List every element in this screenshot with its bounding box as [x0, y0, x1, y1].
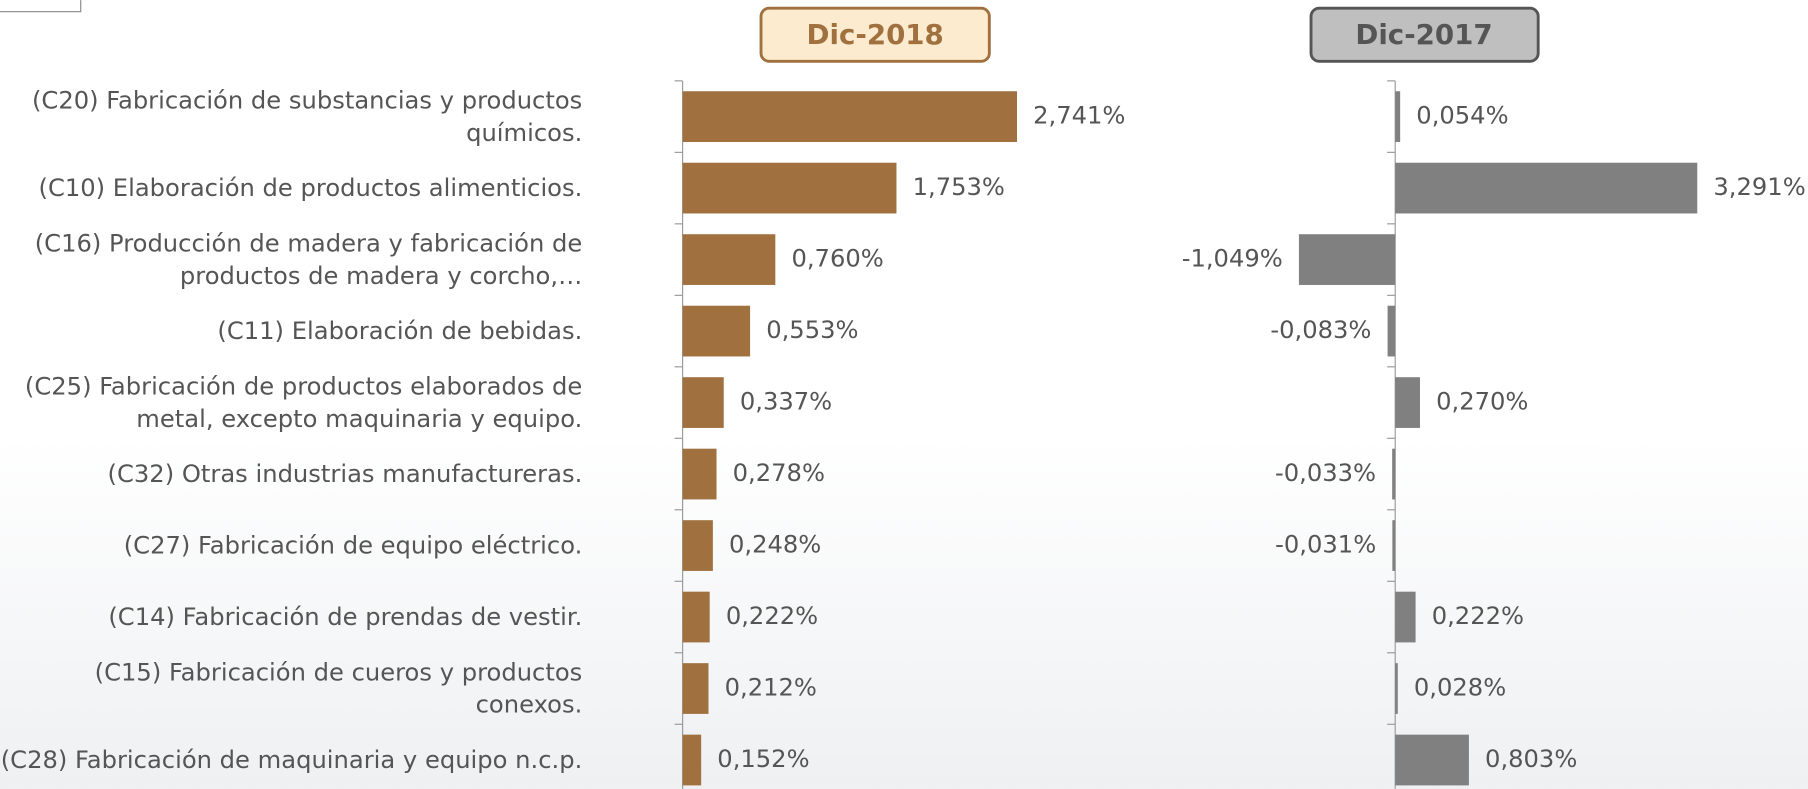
- category-label-box: (C14) Fabricación de prendas de vestir.: [108, 603, 583, 631]
- value-label: 0,270%: [1436, 388, 1528, 416]
- category-label: (C25) Fabricación de productos elaborado…: [24, 372, 583, 433]
- category-label-box: (C25) Fabricación de productos elaborado…: [24, 372, 583, 433]
- bar: [1392, 448, 1396, 500]
- value-label: 0,553%: [766, 316, 858, 344]
- chart-title: Dic-2017: [1355, 18, 1492, 51]
- bar: [1395, 377, 1420, 428]
- bar: [1395, 591, 1416, 643]
- value-label: 0,248%: [729, 531, 821, 559]
- category-label: (C10) Elaboración de productos alimentic…: [38, 174, 583, 202]
- value-label: 0,152%: [717, 745, 809, 773]
- bar: [682, 91, 1017, 142]
- bar: [682, 520, 713, 571]
- category-label-box: (C20) Fabricación de substancias y produ…: [31, 86, 583, 147]
- category-label-box: (C27) Fabricación de equipo eléctrico.: [123, 531, 583, 560]
- category-label: (C32) Otras industrias manufactureras.: [107, 460, 583, 488]
- value-label: 0,803%: [1485, 745, 1577, 773]
- chart-title: Dic-2018: [807, 18, 944, 51]
- bar: [1387, 305, 1396, 357]
- value-label: 0,028%: [1414, 674, 1506, 702]
- category-label-box: (C11) Elaboración de bebidas.: [217, 317, 583, 345]
- category-label: (C20) Fabricación de substancias y produ…: [31, 86, 583, 147]
- value-label: -0,083%: [1270, 316, 1371, 344]
- category-label: (C15) Fabricación de cueros y productos …: [94, 658, 583, 719]
- value-label: -1,049%: [1182, 245, 1283, 273]
- title-box: [1309, 6, 1540, 63]
- bar: [682, 663, 709, 714]
- category-label-box: (C15) Fabricación de cueros y productos …: [94, 658, 583, 719]
- bar: [1392, 520, 1396, 571]
- bar: [682, 305, 751, 357]
- category-label-box: (C32) Otras industrias manufactureras.: [107, 460, 583, 488]
- bar: [1395, 91, 1401, 142]
- value-label: 0,222%: [1432, 602, 1524, 630]
- bar: [682, 162, 897, 214]
- value-label: 0,054%: [1416, 102, 1508, 130]
- bar: [1395, 663, 1398, 714]
- value-label: 0,760%: [791, 245, 883, 273]
- category-label-box: (C10) Elaboración de productos alimentic…: [38, 174, 583, 202]
- category-label: (C14) Fabricación de prendas de vestir.: [108, 603, 583, 631]
- bar: [1395, 162, 1698, 214]
- title-box: [759, 6, 991, 63]
- value-label: 0,278%: [733, 459, 825, 487]
- value-label: -0,031%: [1275, 531, 1376, 559]
- value-label: 0,212%: [725, 674, 817, 702]
- category-label: (C28) Fabricación de maquinaria y equipo…: [0, 746, 583, 774]
- bar: [1395, 734, 1469, 786]
- category-label-box: (C16) Producción de madera y fabricación…: [34, 229, 583, 290]
- value-label: 2,741%: [1033, 102, 1125, 130]
- value-label: -0,033%: [1275, 459, 1376, 487]
- bar: [1298, 234, 1396, 285]
- bar: [682, 591, 710, 643]
- category-label-box: (C28) Fabricación de maquinaria y equipo…: [0, 746, 583, 774]
- category-label: (C11) Elaboración de bebidas.: [217, 317, 583, 345]
- bar: [682, 448, 717, 500]
- category-label: (C27) Fabricación de equipo eléctrico.: [123, 531, 583, 560]
- value-label: 0,337%: [740, 388, 832, 416]
- category-label: (C16) Producción de madera y fabricación…: [34, 229, 583, 290]
- value-label: 3,291%: [1713, 173, 1805, 201]
- value-label: 0,222%: [726, 602, 818, 630]
- bar: [682, 234, 776, 285]
- bar: [682, 377, 724, 428]
- value-label: 1,753%: [913, 173, 1005, 201]
- corner-frame: [0, 0, 82, 13]
- bar: [682, 734, 702, 786]
